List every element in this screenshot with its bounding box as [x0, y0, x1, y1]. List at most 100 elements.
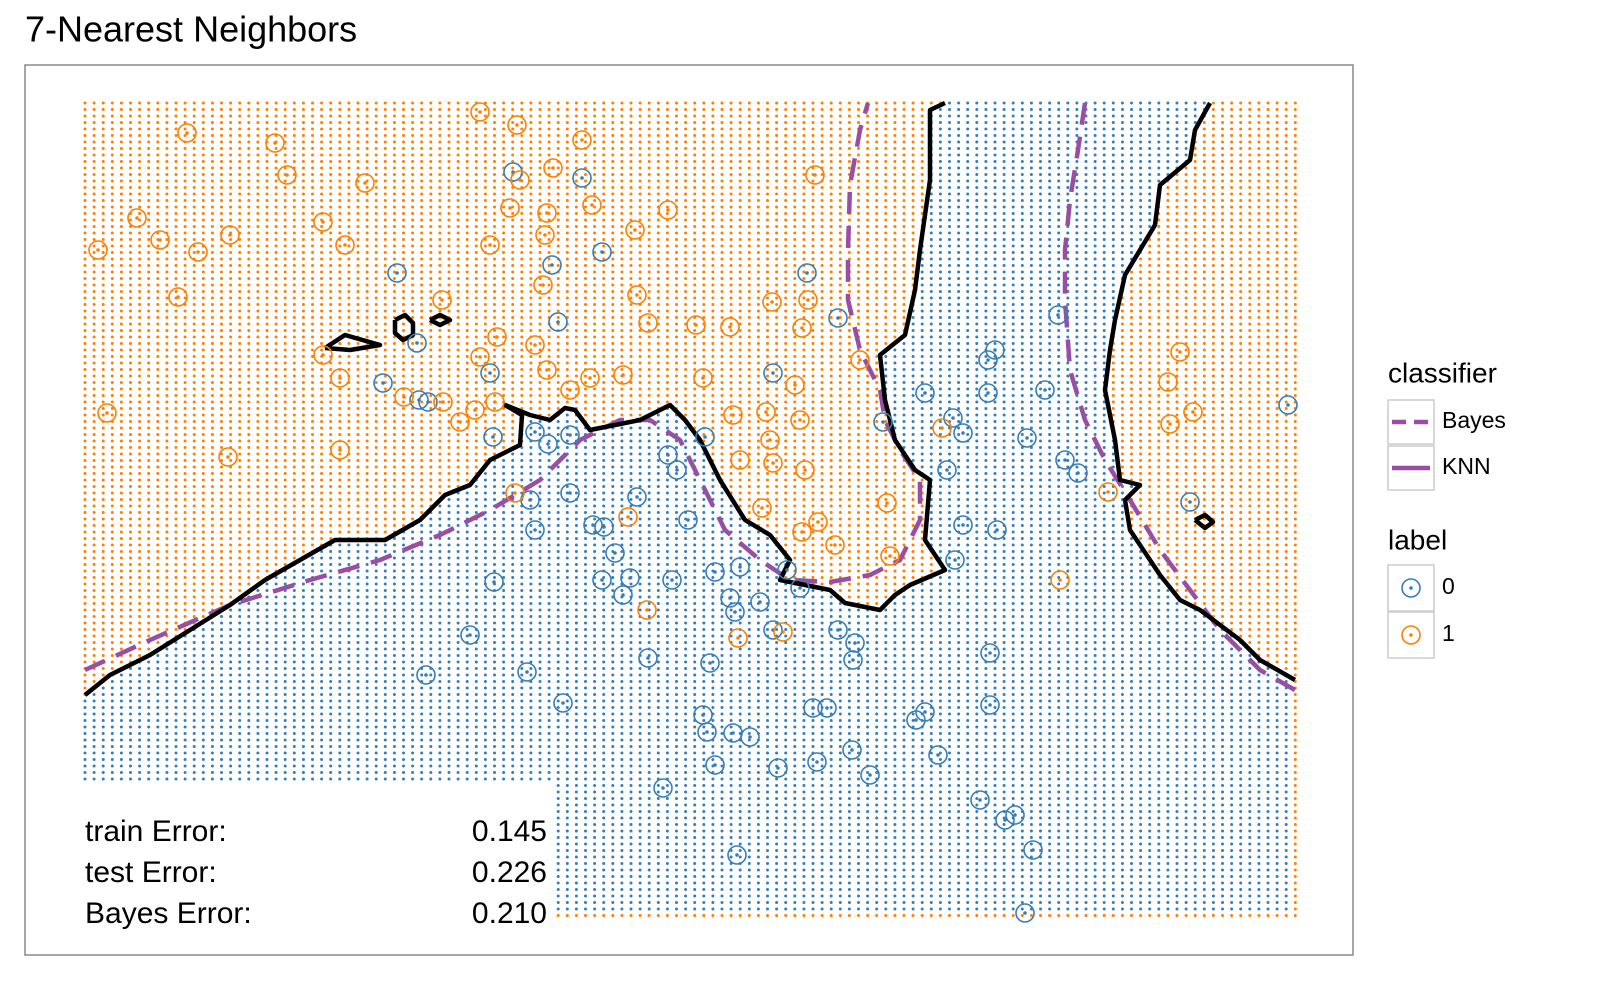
grid-dot [447, 660, 451, 664]
grid-dot [92, 699, 96, 703]
grid-dot [402, 166, 405, 170]
grid-dot [402, 446, 405, 449]
grid-dot [147, 634, 151, 638]
grid-dot [92, 413, 96, 417]
grid-dot [456, 465, 460, 469]
grid-dot [502, 472, 506, 475]
grid-dot [138, 771, 142, 774]
grid-dot [411, 160, 415, 163]
grid-dot [338, 725, 342, 729]
grid-dot [402, 361, 405, 365]
grid-dot [311, 153, 314, 157]
grid-dot [474, 342, 478, 345]
grid-dot [338, 166, 342, 170]
grid-dot [465, 693, 469, 696]
grid-dot [411, 550, 415, 553]
grid-dot [247, 491, 251, 495]
grid-dot [92, 771, 96, 774]
grid-dot [201, 355, 205, 358]
grid-dot [338, 114, 342, 118]
grid-dot [493, 667, 496, 670]
grid-dot [265, 530, 269, 534]
grid-dot [110, 550, 114, 553]
grid-dot [502, 667, 506, 670]
grid-dot [256, 238, 260, 241]
grid-dot [511, 134, 515, 137]
grid-dot [420, 660, 424, 664]
grid-dot [447, 127, 451, 131]
grid-dot [247, 374, 251, 378]
grid-dot [474, 212, 478, 215]
grid-dot [147, 387, 151, 391]
grid-dot [383, 777, 387, 781]
grid-dot [147, 725, 151, 729]
grid-dot [165, 491, 169, 495]
grid-dot [229, 160, 233, 163]
grid-dot [474, 166, 478, 170]
grid-dot [201, 342, 205, 345]
grid-dot [493, 693, 496, 696]
grid-dot [402, 257, 405, 261]
grid-dot [420, 160, 424, 163]
grid-dot [283, 329, 287, 332]
grid-dot [174, 439, 178, 443]
grid-dot [192, 491, 196, 495]
grid-dot [420, 322, 424, 326]
grid-dot [174, 192, 178, 196]
grid-dot [119, 439, 123, 443]
grid-dot [347, 296, 351, 300]
grid-dot [320, 303, 324, 306]
grid-dot [301, 634, 305, 638]
grid-dot [329, 205, 333, 209]
grid-dot [156, 745, 160, 748]
grid-dot [265, 608, 269, 612]
grid-dot [365, 647, 369, 651]
grid-dot [356, 309, 360, 313]
grid-dot [201, 582, 205, 586]
grid-dot [110, 472, 114, 475]
grid-dot [356, 478, 360, 482]
grid-dot [119, 556, 123, 560]
grid-dot [101, 199, 105, 202]
grid-dot [210, 290, 214, 293]
grid-dot [83, 329, 87, 332]
grid-dot [320, 205, 324, 209]
grid-dot [256, 485, 260, 488]
grid-dot [183, 491, 187, 495]
grid-dot [420, 283, 424, 287]
grid-dot [456, 108, 460, 111]
grid-dot [402, 537, 405, 540]
grid-dot [301, 576, 305, 579]
grid-dot [347, 361, 351, 365]
grid-dot [383, 465, 387, 469]
grid-dot [220, 394, 223, 397]
grid-dot [156, 452, 160, 456]
grid-dot [411, 751, 415, 755]
grid-dot [229, 491, 233, 495]
grid-dot [511, 121, 515, 124]
grid-dot [356, 764, 360, 768]
grid-dot [138, 439, 142, 443]
grid-dot [456, 212, 460, 215]
grid-dot [338, 179, 342, 183]
grid-dot [110, 465, 114, 469]
grid-dot [301, 205, 305, 209]
grid-dot [183, 426, 187, 430]
grid-dot [210, 446, 214, 449]
grid-dot [447, 400, 451, 404]
grid-dot [83, 316, 87, 319]
grid-dot [119, 179, 123, 183]
grid-dot [201, 459, 205, 462]
grid-dot [265, 589, 269, 592]
grid-dot [474, 238, 478, 241]
grid-dot [256, 641, 260, 644]
grid-dot [447, 114, 451, 118]
grid-dot [292, 355, 296, 358]
grid-dot [201, 283, 205, 287]
grid-dot [110, 654, 114, 657]
grid-dot [220, 407, 223, 410]
grid-dot [356, 582, 360, 586]
grid-dot [83, 426, 87, 430]
grid-dot [192, 121, 196, 124]
grid-dot [147, 296, 151, 300]
